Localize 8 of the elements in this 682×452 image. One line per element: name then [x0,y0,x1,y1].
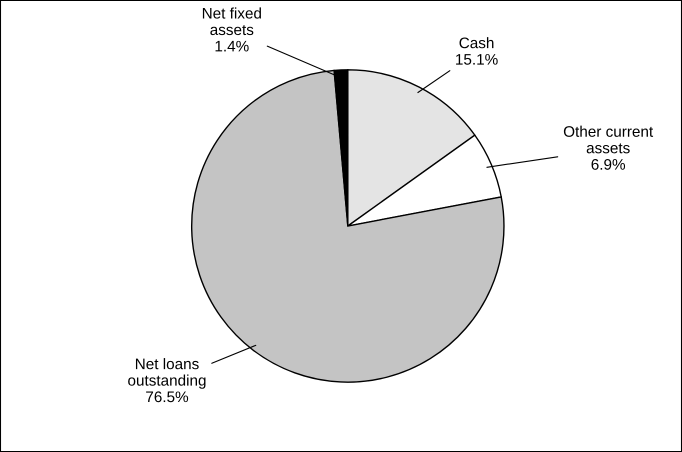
slice-label: Cash [460,37,494,48]
data-label: 1.4% [216,40,249,52]
data-label: 76.5% [146,391,188,402]
slice-label: Net loans outstanding [128,358,206,389]
slice-label: Net fixed assets [202,7,261,36]
slice-label: Other current assets [564,126,654,154]
data-label: 6.9% [592,158,626,170]
data-label: 15.1% [456,54,498,65]
